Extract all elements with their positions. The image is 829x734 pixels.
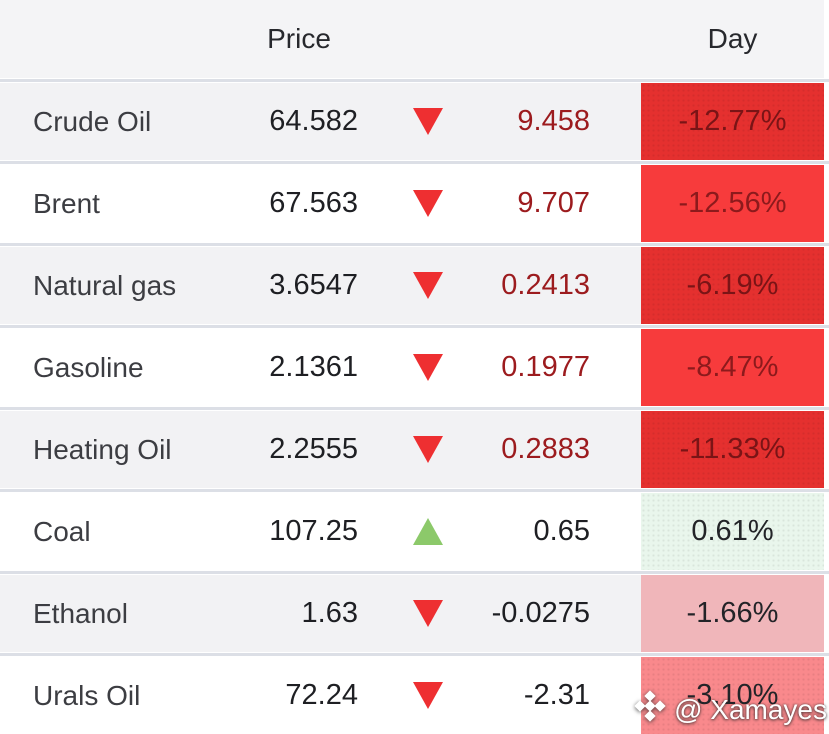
- table-header-row: Price Day: [0, 0, 824, 78]
- day-change-badge: -3.10%: [641, 657, 824, 734]
- table-row[interactable]: Urals Oil 72.24 -2.31 -3.10%: [0, 657, 824, 734]
- price-value: 1.63: [301, 597, 358, 629]
- day-change-badge: -11.33%: [641, 411, 824, 488]
- day-change-badge: 0.61%: [641, 493, 824, 570]
- table-row[interactable]: Coal 107.25 0.65 0.61%: [0, 493, 824, 570]
- row-divider: [0, 78, 829, 83]
- commodity-name[interactable]: Gasoline: [33, 351, 144, 383]
- table-row[interactable]: Brent 67.563 9.707 -12.56%: [0, 165, 824, 242]
- arrow-up-icon: [413, 518, 443, 545]
- change-value: 0.2413: [501, 269, 590, 301]
- table-row[interactable]: Gasoline 2.1361 0.1977 -8.47%: [0, 329, 824, 406]
- arrow-down-icon: [413, 436, 443, 463]
- day-change-badge: -12.56%: [641, 165, 824, 242]
- table-body: Crude Oil 64.582 9.458 -12.77% Brent 67.563 9.…: [0, 78, 829, 734]
- row-divider: [0, 160, 829, 165]
- day-change-badge: -8.47%: [641, 329, 824, 406]
- change-value: 9.458: [517, 105, 590, 137]
- commodity-name[interactable]: Crude Oil: [33, 105, 152, 137]
- commodity-name[interactable]: Natural gas: [33, 269, 177, 301]
- day-change-badge: -1.66%: [641, 575, 824, 652]
- column-header-day[interactable]: Day: [707, 23, 758, 54]
- commodity-name[interactable]: Brent: [33, 187, 100, 219]
- day-change-badge: -12.77%: [641, 83, 824, 160]
- commodity-name[interactable]: Urals Oil: [33, 679, 141, 711]
- commodity-name[interactable]: Heating Oil: [33, 433, 172, 465]
- arrow-down-icon: [413, 600, 443, 627]
- table-row[interactable]: Crude Oil 64.582 9.458 -12.77%: [0, 83, 824, 160]
- commodity-name[interactable]: Coal: [33, 515, 91, 547]
- arrow-down-icon: [413, 354, 443, 381]
- column-header-price[interactable]: Price: [267, 23, 331, 54]
- change-value: 0.65: [533, 515, 590, 547]
- row-divider: [0, 488, 829, 493]
- row-divider: [0, 652, 829, 657]
- price-value: 64.582: [269, 105, 358, 137]
- arrow-down-icon: [413, 272, 443, 299]
- row-divider: [0, 406, 829, 411]
- row-divider: [0, 242, 829, 247]
- change-value: 0.1977: [501, 351, 590, 383]
- arrow-down-icon: [413, 682, 443, 709]
- price-value: 2.2555: [269, 433, 358, 465]
- arrow-down-icon: [413, 108, 443, 135]
- price-value: 3.6547: [269, 269, 358, 301]
- row-divider: [0, 324, 829, 329]
- row-divider: [0, 570, 829, 575]
- change-value: 0.2883: [501, 433, 590, 465]
- day-change-badge: -6.19%: [641, 247, 824, 324]
- table-row[interactable]: Heating Oil 2.2555 0.2883 -11.33%: [0, 411, 824, 488]
- change-value: -0.0275: [491, 597, 590, 629]
- arrow-down-icon: [413, 190, 443, 217]
- price-value: 107.25: [269, 515, 358, 547]
- change-value: -2.31: [523, 679, 590, 711]
- price-value: 67.563: [269, 187, 358, 219]
- change-value: 9.707: [517, 187, 590, 219]
- table-row[interactable]: Ethanol 1.63 -0.0275 -1.66%: [0, 575, 824, 652]
- price-value: 2.1361: [269, 351, 358, 383]
- commodity-name[interactable]: Ethanol: [33, 597, 128, 629]
- price-value: 72.24: [285, 679, 358, 711]
- table-row[interactable]: Natural gas 3.6547 0.2413 -6.19%: [0, 247, 824, 324]
